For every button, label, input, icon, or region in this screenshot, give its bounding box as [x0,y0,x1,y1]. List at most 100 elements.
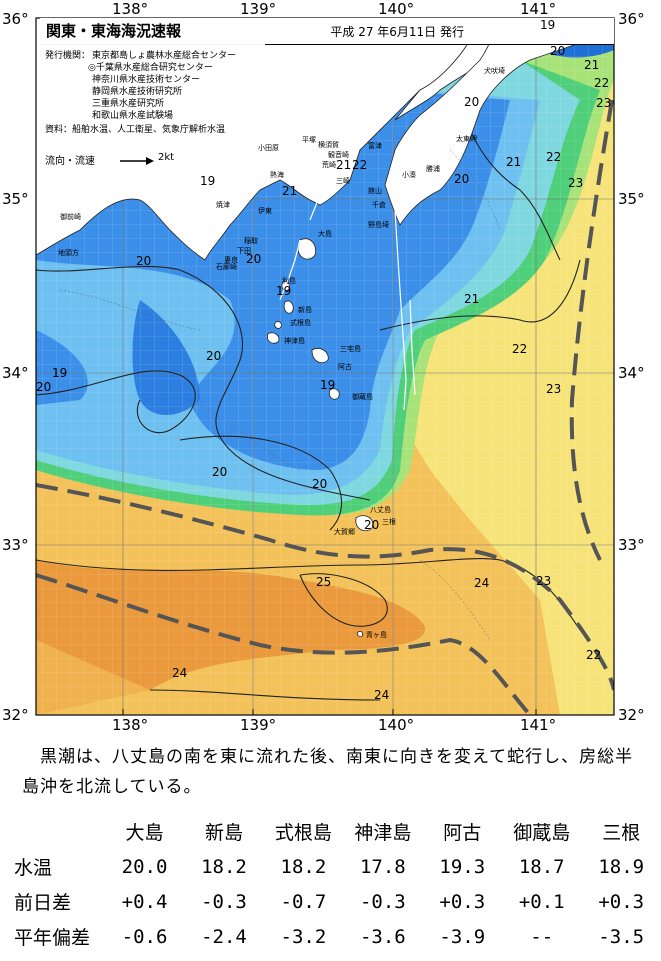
isotherm-label: 22 [546,150,562,164]
place-label: 焼津 [216,201,230,209]
table-cell: -3.5 [598,925,645,948]
lon-label-bottom: 140° [378,716,415,734]
isotherm-label: 21 [336,158,352,172]
table-row: 前日差 +0.4 -0.3 -0.7 -0.3 +0.3 +0.1 +0.3 [14,884,661,919]
station-header: 三根 [602,822,641,844]
place-label: 下田 [237,247,251,255]
lat-label-left: 36° [2,10,29,28]
island-kozushima [266,332,280,344]
table-corner [14,814,105,849]
isotherm-label: 23 [596,96,612,110]
table-cell: -- [530,925,554,948]
station-header: 神津島 [354,822,412,844]
isotherm-label: 22 [512,342,528,356]
issue-date: 平成 27 年6月11日 発行 [330,25,464,39]
place-label: 新島 [298,306,312,314]
table-header-row: 大島 新島 式根島 神津島 阿古 御蔵島 三根 [14,814,661,849]
isotherm-label: 19 [320,378,336,392]
isotherm-label: 20 [206,349,222,363]
table-cell: 17.8 [359,855,406,878]
island-hachijo [355,515,374,532]
current-description: 黒潮は、八丈島の南を東に流れた後、南東に向きを変えて蛇行し、房総半島沖を北流して… [22,742,642,802]
isotherm-label: 21 [506,155,522,169]
kuroshio-axis [36,99,614,715]
map-header: 関東・東海海況速報 平成 27 年6月11日 発行 [40,18,614,45]
isotherm-label: 19 [540,18,556,32]
table-cell: -3.6 [359,925,406,948]
place-label: 稲取 [244,237,258,245]
place-label: 御前崎 [60,213,81,221]
isotherm-label: 23 [536,574,552,588]
table-cell: +0.1 [518,890,565,913]
place-label: 小田原 [258,144,279,152]
place-label: 犬吠埼 [484,67,505,75]
table-cell: 18.9 [598,855,645,878]
isotherm-lines [36,99,581,701]
table-cell: -2.4 [201,925,247,948]
place-label: 小湊 [402,171,416,179]
isotherm-label: 20 [36,380,52,394]
isotherm-label: 22 [586,648,602,662]
current-vectors [279,169,416,411]
lat-label-left: 34° [2,364,29,382]
place-label: 横須賀 [318,141,339,149]
isotherm-label: 20 [212,465,228,479]
isotherm-label: 23 [546,382,562,396]
table-cell: +0.4 [121,890,168,913]
isotherm-label: 19 [200,174,216,188]
isotherm-label: 20 [364,518,380,532]
lon-label-top: 138° [112,0,149,18]
place-label: 富津 [368,142,382,150]
table-cell: +0.3 [598,890,645,913]
table-cell: -3.9 [439,925,486,948]
arrow-icon [120,157,154,165]
place-label: 観音崎 [328,151,349,159]
station-header: 式根島 [274,822,332,844]
place-label: 平塚 [302,136,316,144]
isotherm-label: 22 [352,158,368,172]
place-label: 大島 [318,230,332,238]
place-label: 八丈島 [370,506,391,514]
isotherm-label: 20 [246,252,262,266]
lon-label-bottom: 139° [240,716,277,734]
place-label: 伊東 [258,207,272,215]
lat-label-right: 35° [618,190,645,208]
place-label: 荒崎 [322,161,336,169]
issuer-item: 東京都島しょ農林水産総合センター [92,51,237,61]
lon-label-top: 139° [240,0,277,18]
station-header: 新島 [204,822,243,844]
isotherm-label: 20 [464,95,480,109]
station-header: 大島 [125,822,164,844]
table-cell: -0.3 [201,890,247,913]
place-label: 石廊崎 [216,263,237,271]
isotherm-label: 20 [454,172,470,186]
place-label: 熱海 [270,171,284,179]
issuer-label: 発行機関： [45,51,91,61]
description-text: 黒潮は、八丈島の南を東に流れた後、南東に向きを変えて蛇行し、房総半島沖を北流して… [22,747,634,797]
place-label: 利島 [282,277,296,285]
lat-label-right: 33° [618,536,645,554]
table-cell: -3.2 [280,925,327,948]
table-cell: 20.0 [121,855,168,878]
place-label: 阿古 [338,363,352,371]
isotherm-label: 23 [568,176,584,190]
legend-label: 流向・流速 [45,156,95,167]
isotherm-label: 21 [464,292,480,306]
island-oshima [297,238,317,260]
table-cell: 18.7 [518,855,565,878]
isotherm-label: 19 [52,366,68,380]
row-label: 前日差 [14,892,72,914]
row-label: 平年偏差 [14,927,91,949]
table-row: 平年偏差 -0.6 -2.4 -3.2 -3.6 -3.9 -- -3.5 [14,919,661,954]
lat-label-left: 32° [2,706,29,724]
island-mikura [328,388,340,400]
place-label: 地頭方 [58,249,79,257]
isotherm-label: 20 [550,44,566,58]
station-header: 御蔵島 [513,822,571,844]
table-cell: 18.2 [280,855,327,878]
island-aogashima [357,630,364,638]
table-cell: -0.3 [359,890,406,913]
isotherm-label: 24 [374,688,390,702]
isotherm-label: 22 [594,76,610,90]
lon-label-top: 141° [520,0,557,18]
